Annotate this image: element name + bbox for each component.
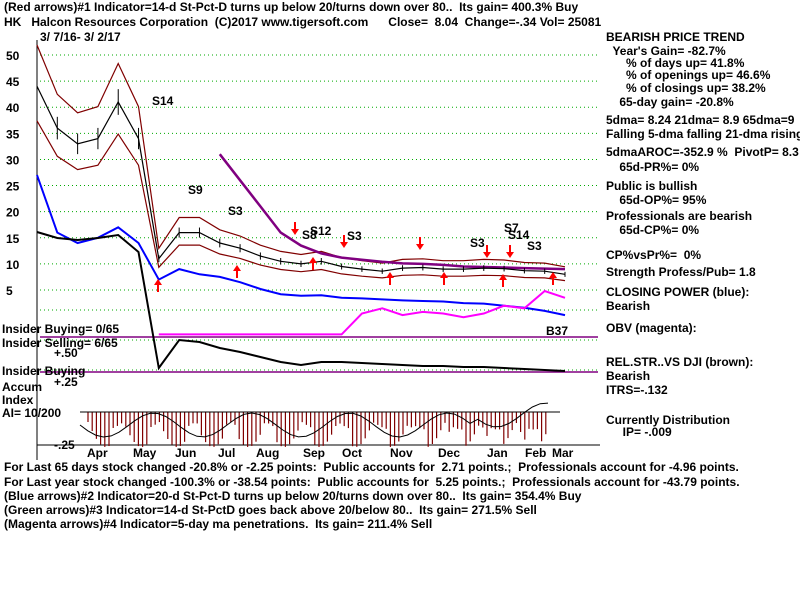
red-arrow-up-head — [440, 272, 448, 278]
stats-line: Public is bullish — [606, 179, 698, 193]
x-tick-label: May — [133, 446, 157, 460]
stats-line: REL.STR..VS DJI (brown): — [606, 355, 754, 369]
stats-line: Falling 5-dma falling 21-dma rising — [606, 127, 800, 141]
rel-str-line — [36, 231, 566, 372]
x-tick-label: Oct — [342, 446, 362, 460]
accum-label: Accum — [2, 380, 43, 394]
stats-line: 65-day gain= -20.8% — [606, 95, 734, 109]
footer-year: For Last year stock changed -100.3% or -… — [4, 475, 740, 489]
signal-s8: S8 — [302, 228, 317, 242]
y-tick-label: 5 — [6, 284, 13, 298]
red-arrow-up-head — [386, 272, 394, 278]
y-tick-label: 40 — [6, 101, 20, 115]
axis-plus50-label: +.50 — [54, 346, 78, 360]
stats-line: Strength Profess/Pub= 1.8 — [606, 265, 756, 279]
signal-s9: S9 — [188, 183, 203, 197]
header-indicator-line: (Red arrows)#1 Indicator=14-d St-Pct-D t… — [4, 0, 579, 14]
red-arrow-down-head — [416, 244, 424, 250]
red-arrow-down-head — [483, 252, 491, 258]
x-tick-label: Feb — [525, 446, 546, 460]
ai-label: AI= 10/200 — [2, 406, 62, 420]
y-tick-label: 10 — [6, 258, 20, 272]
insider-buying-label: Insider Buying= 0/65 — [2, 322, 120, 336]
signal-s3: S3 — [347, 229, 362, 243]
signal-s3: S3 — [470, 236, 485, 250]
x-tick-label: Dec — [438, 446, 460, 460]
signal-s14: S14 — [508, 228, 530, 242]
accum-index-line — [79, 402, 549, 438]
closing-power-line — [36, 174, 566, 317]
y-tick-label: 30 — [6, 153, 20, 167]
stats-line: % of days up= 41.8% — [606, 56, 745, 70]
stats-line: 5dma= 8.24 21dma= 8.9 65dma=9 — [606, 113, 795, 127]
stats-line: Bearish — [606, 369, 651, 383]
x-tick-label: Jul — [218, 446, 235, 460]
stats-line: BEARISH PRICE TREND — [606, 30, 745, 44]
index-label: Index — [2, 393, 34, 407]
footer-magenta-arrows: (Magenta arrows)#4 Indicator=5-day ma pe… — [4, 517, 433, 531]
y-tick-label: 50 — [6, 49, 20, 63]
date-range: 3/ 7/16- 3/ 2/17 — [40, 30, 121, 44]
red-arrow-down-head — [291, 229, 299, 235]
signal-s3: S3 — [228, 204, 243, 218]
footer-green-arrows: (Green arrows)#3 Indicator=14-d St-PctD … — [4, 503, 537, 517]
stats-line: IP= -.009 — [606, 425, 672, 439]
lower-band-line — [36, 120, 566, 282]
x-tick-label: Sep — [303, 446, 325, 460]
y-tick-label: 25 — [6, 180, 20, 194]
signal-b37: B37 — [546, 324, 569, 338]
stats-line: CP%vsPr%= 0% — [606, 248, 702, 262]
red-arrow-up-head — [233, 265, 241, 271]
signal-s7: S7 — [504, 221, 519, 235]
x-tick-label: Mar — [552, 446, 574, 460]
red-arrow-up-head — [154, 279, 162, 285]
stats-line: OBV (magenta): — [606, 321, 697, 335]
obv-line — [158, 289, 566, 336]
stats-line: Bearish — [606, 299, 651, 313]
y-tick-label: 20 — [6, 206, 20, 220]
red-arrow-up-head — [499, 274, 507, 280]
y-tick-label: 45 — [6, 75, 20, 89]
stats-line: 65d-OP%= 95% — [606, 193, 707, 207]
x-tick-label: Aug — [256, 446, 279, 460]
red-arrow-up-head — [309, 257, 317, 263]
stats-line: Professionals are bearish — [606, 209, 753, 223]
x-tick-label: Nov — [390, 446, 413, 460]
stats-line: 65d-CP%= 0% — [606, 223, 700, 237]
y-tick-label: 35 — [6, 127, 20, 141]
stats-line: % of openings up= 46.6% — [606, 68, 771, 82]
red-arrow-down-head — [506, 252, 514, 258]
stats-line: % of closings up= 38.2% — [606, 81, 766, 95]
x-tick-label: Jun — [175, 446, 196, 460]
stats-line: 65d-PR%= 0% — [606, 160, 700, 174]
footer-65day: For Last 65 days stock changed -20.8% or… — [4, 460, 739, 474]
signal-s12: S12 — [310, 224, 332, 238]
stats-line: 5dmaAROC=-352.9 % PivotP= 8.3 — [606, 145, 799, 159]
axis-minus25-label: -.25 — [54, 438, 75, 452]
x-tick-label: Apr — [87, 446, 108, 460]
y-tick-label: 15 — [6, 232, 20, 246]
signal-s3: S3 — [527, 239, 542, 253]
upper-band-line — [36, 44, 566, 268]
signal-s14: S14 — [152, 94, 174, 108]
axis-plus25-label: +.25 — [54, 375, 78, 389]
stats-line: ITRS=-.132 — [606, 383, 668, 397]
stats-line: Currently Distribution — [606, 413, 731, 427]
red-arrow-down-head — [340, 242, 348, 248]
stats-line: CLOSING POWER (blue): — [606, 285, 750, 299]
insider-selling-label: Insider Selling= 6/65 — [2, 336, 118, 350]
x-tick-label: Jan — [487, 446, 508, 460]
stats-line: Year's Gain= -82.7% — [606, 44, 726, 58]
footer-blue-arrows: (Blue arrows)#2 Indicator=20-d St-Pct-D … — [4, 489, 582, 503]
insider-buying-label-2: Insider Buying — [2, 364, 86, 378]
ma65-line — [218, 153, 566, 271]
header-title-line: HK Halcon Resources Corporation (C)2017 … — [4, 15, 602, 29]
red-arrow-up-head — [549, 272, 557, 278]
